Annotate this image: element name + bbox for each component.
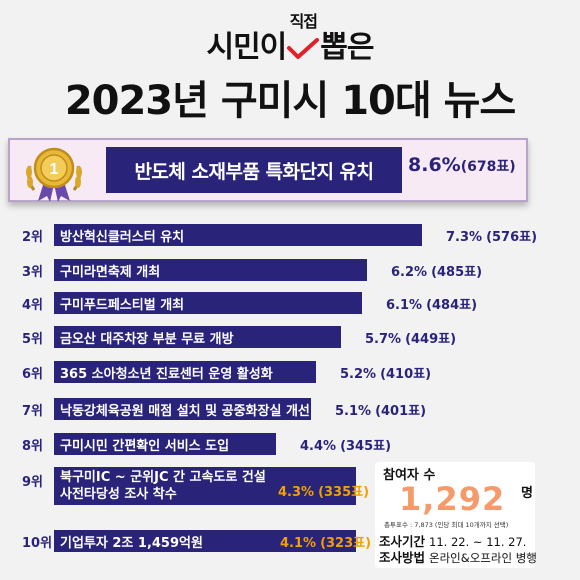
bar-mark: 북구미IC ~ 군위JC 간 고속도로 건설 사전타당성 조사 착수: [54, 467, 356, 505]
title-line2: 2023년 구미시 10대 뉴스: [64, 78, 516, 124]
bar-label: 구미시민 간편확인 서비스 도입: [60, 438, 230, 454]
value-label: 4.1% (323표): [280, 532, 371, 551]
rank-label: 2위: [22, 230, 44, 245]
votes-label: (484표): [426, 298, 478, 313]
ranked-row: 4위 구미푸드페스티벌 개최 6.1% (484표): [22, 292, 562, 314]
votes-label: (449표): [405, 332, 457, 347]
bar-label: 365 소아청소년 진료센터 운영 활성화: [60, 366, 273, 382]
pct-label: 5.7%: [365, 332, 402, 347]
rank-label: 7위: [22, 404, 44, 419]
ranked-row: 3위 구미라면축제 개최 6.2% (485표): [22, 259, 562, 281]
title-before: 시민이: [206, 30, 287, 65]
votes-label: (576표): [486, 230, 538, 245]
value-label: 4.3% (335표): [278, 481, 369, 500]
survey-method-label: 조사방법: [379, 550, 426, 565]
participants-box: 참여자 수 1,292 명: [375, 462, 535, 568]
bar-label: 기업투자 2조 1,459억원: [60, 535, 203, 551]
ranked-row: 2위 방산혁신클러스터 유치 7.3% (576표): [22, 224, 562, 246]
pct-label: 7.3%: [446, 230, 483, 245]
value-label: 5.1% (401표): [335, 400, 426, 419]
votes-label: (410표): [380, 367, 432, 382]
votes-note: 총투표수 : 7,873 (인당 최대 10개까지 선택): [384, 521, 509, 529]
participants-label: 참여자 수: [383, 468, 436, 483]
votes-label: (401표): [375, 404, 427, 419]
bar-mark: 구미푸드페스티벌 개최: [54, 292, 362, 314]
votes-label: (323표): [320, 536, 372, 551]
rank-label: 4위: [22, 298, 44, 313]
rank-label: 8위: [22, 439, 44, 454]
votes-label: (345표): [340, 439, 392, 454]
votes-label: (335표): [318, 485, 370, 500]
bar-rank-1: 반도체 소재부품 특화단지 유치: [106, 147, 402, 193]
rank-label: 5위: [22, 332, 44, 347]
value-label: 5.2% (410표): [340, 363, 431, 382]
value-label: 5.7% (449표): [365, 328, 456, 347]
bar-mark: 방산혁신클러스터 유치: [54, 224, 422, 246]
pct-label: 4.4%: [300, 439, 337, 454]
ranked-row: 8위 구미시민 간편확인 서비스 도입 4.4% (345표): [22, 433, 562, 455]
bar-mark: 금오산 대주차장 부분 무료 개방: [54, 326, 341, 348]
pct-label: 4.3%: [278, 485, 315, 500]
bar-mark: 365 소아청소년 진료센터 운영 활성화: [54, 361, 316, 383]
title-after: 뽑은: [320, 30, 374, 65]
votes-rank-1: (678표): [460, 159, 516, 175]
bar-mark: 구미라면축제 개최: [54, 259, 367, 281]
title-line1: 시민이 직접 뽑은: [0, 12, 580, 66]
pct-label: 6.1%: [386, 298, 423, 313]
bar-mark: 구미시민 간편확인 서비스 도입: [54, 433, 276, 455]
survey-method-value: 온라인&오프라인 병행: [429, 551, 537, 565]
ranked-row: 10위 기업투자 2조 1,459억원 4.1% (323표): [22, 530, 562, 552]
ranked-row: 7위 낙동강체육공원 매점 설치 및 공중화장실 개선 5.1% (401표): [22, 398, 562, 420]
bar-label: 금오산 대주차장 부분 무료 개방: [60, 331, 234, 347]
pct-label: 5.2%: [340, 367, 377, 382]
ranked-row: 6위 365 소아청소년 진료센터 운영 활성화 5.2% (410표): [22, 361, 562, 383]
rank-label: 6위: [22, 367, 44, 382]
bar-label: 낙동강체육공원 매점 설치 및 공중화장실 개선: [60, 403, 310, 419]
survey-method: 조사방법 온라인&오프라인 병행: [379, 547, 537, 566]
value-label: 6.1% (484표): [386, 294, 477, 313]
bar-label: 북구미IC ~ 군위JC 간 고속도로 건설 사전타당성 조사 착수: [60, 470, 266, 502]
votes-label: (485표): [431, 265, 483, 280]
title-area: 시민이 직접 뽑은 2023년 구미시 10대 뉴스: [0, 0, 580, 130]
value-rank-1: 8.6%(678표): [408, 154, 516, 176]
check-mark-icon: [287, 37, 320, 59]
pct-label: 5.1%: [335, 404, 372, 419]
bar-label: 방산혁신클러스터 유치: [60, 229, 185, 245]
top-ranked-box: 1 반도체 소재부품 특화단지 유치 8.6%(678표): [8, 138, 528, 202]
bar-mark: 낙동강체육공원 매점 설치 및 공중화장실 개선: [54, 398, 311, 420]
pct-label: 6.2%: [391, 265, 428, 280]
rank-label: 3위: [22, 265, 44, 280]
bar-label: 구미라면축제 개최: [60, 264, 161, 280]
participants-unit: 명: [521, 486, 533, 501]
participants-count: 1,292: [399, 480, 506, 518]
svg-text:1: 1: [50, 161, 59, 178]
ranked-row: 9위 북구미IC ~ 군위JC 간 고속도로 건설 사전타당성 조사 착수 4.3%…: [22, 467, 562, 505]
bar-mark: 기업투자 2조 1,459억원: [54, 530, 356, 552]
gold-medal-icon: 1: [26, 147, 82, 202]
value-label: 6.2% (485표): [391, 261, 482, 280]
value-label: 4.4% (345표): [300, 435, 391, 454]
value-label: 7.3% (576표): [446, 226, 537, 245]
check-wrap: 직접: [286, 12, 320, 65]
survey-period-label: 조사기간: [379, 534, 426, 549]
survey-period-value: 11. 22. ~ 11. 27.: [429, 535, 527, 549]
bar-label: 구미푸드페스티벌 개최: [60, 297, 185, 313]
rank-label: 9위: [22, 475, 44, 490]
rank-label: 10위: [22, 536, 53, 551]
survey-period: 조사기간 11. 22. ~ 11. 27.: [379, 531, 526, 550]
check-note: 직접: [289, 12, 318, 31]
pct-rank-1: 8.6%: [408, 154, 461, 176]
ranked-row: 5위 금오산 대주차장 부분 무료 개방 5.7% (449표): [22, 326, 562, 348]
pct-label: 4.1%: [280, 536, 317, 551]
